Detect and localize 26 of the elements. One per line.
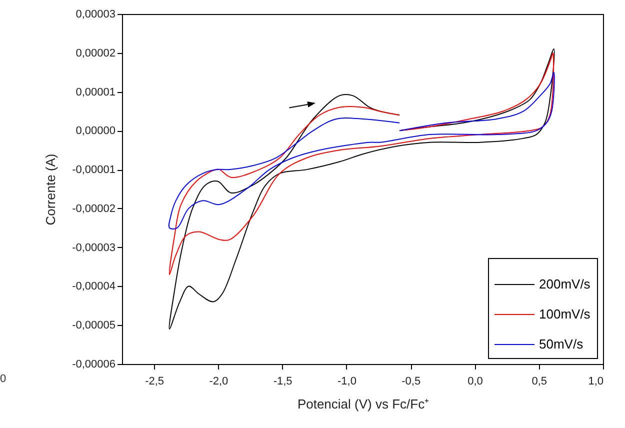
x-tick-label: -2,0: [209, 376, 228, 388]
line-series: [168, 72, 555, 230]
y-tick-label: 0,00000: [76, 125, 116, 138]
x-tick-label: -0,5: [402, 376, 421, 388]
y-tick-label: -0,00006: [72, 358, 116, 370]
x-tick-label: 0,5: [532, 376, 548, 388]
x-tick-label: 0,0: [468, 376, 483, 388]
y-tick-label: -0,00004: [72, 280, 116, 293]
x-tick-label: -1,5: [273, 376, 292, 388]
x-axis-title: Potencial (V) vs Fc/Fc⁺: [297, 396, 429, 412]
x-tick-label: -2,5: [145, 376, 164, 388]
x-tick-label: 1,0: [588, 376, 604, 388]
y-tick-label: -0,00002: [72, 202, 116, 215]
legend-label: 200mV/s: [539, 276, 591, 292]
text: 0: [0, 373, 6, 385]
y-tick-label: 0,00003: [76, 8, 116, 20]
y-axis-title: Corrente (A): [43, 154, 58, 226]
line-series: [168, 52, 554, 276]
y-tick-label: -0,00001: [72, 164, 116, 176]
y-tick-label: -0,00005: [72, 320, 116, 332]
y-tick-label: 0,00001: [76, 86, 116, 98]
legend-label: 50mV/s: [539, 336, 584, 352]
legend-label: 100mV/s: [539, 306, 591, 322]
x-tick-label: -1,0: [337, 376, 356, 388]
y-tick-label: 0,00002: [76, 47, 116, 60]
y-tick-label: -0,00003: [72, 242, 116, 254]
